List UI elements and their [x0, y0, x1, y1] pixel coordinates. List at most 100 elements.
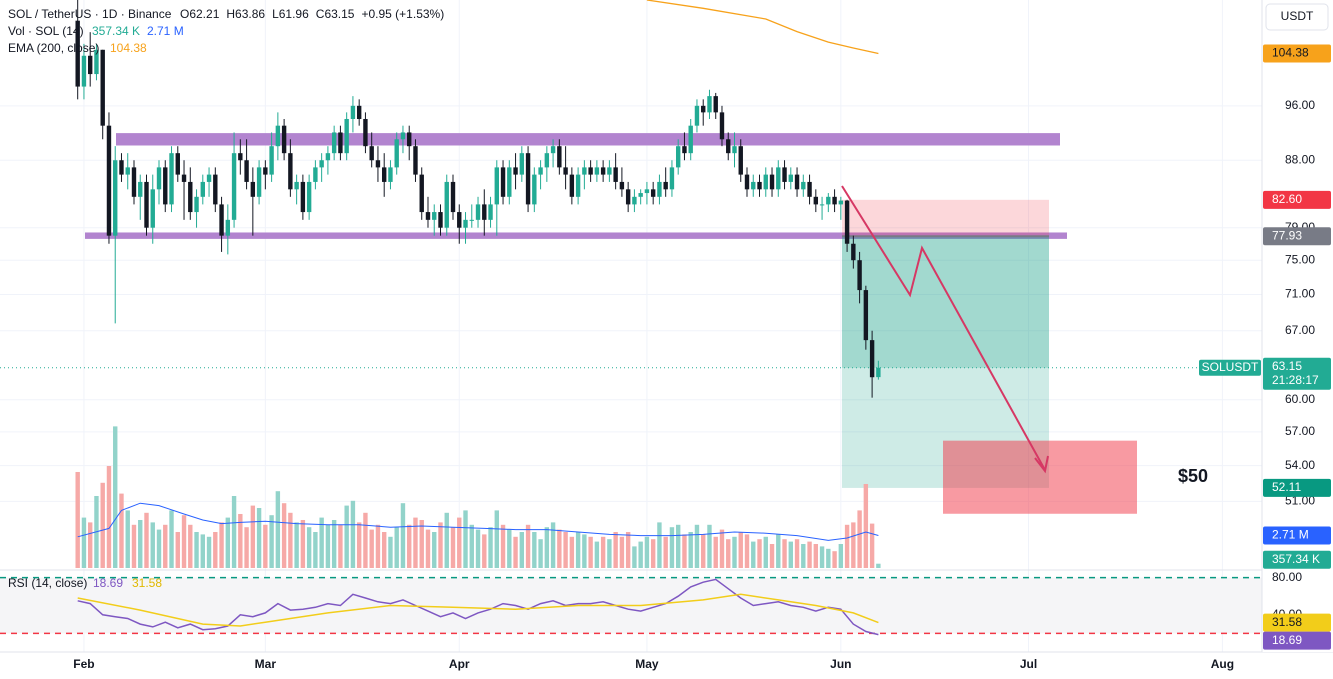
- volume-bar: [751, 541, 756, 568]
- candle-body: [757, 181, 762, 190]
- legend-ema: EMA (200, close): [8, 41, 99, 55]
- volume-bar: [475, 529, 481, 568]
- rsi-ma-badge: [1263, 613, 1331, 632]
- volume-bar: [106, 465, 112, 568]
- candle-body: [432, 212, 437, 220]
- candle-body: [100, 49, 105, 126]
- candle-body: [231, 153, 237, 220]
- volume-bar: [713, 536, 718, 568]
- volume-bar: [663, 536, 668, 568]
- volume-bar: [407, 524, 412, 568]
- rsi-ma-badge-label: 31.58: [1272, 615, 1302, 629]
- candle-body: [407, 132, 412, 147]
- candle-body: [763, 174, 768, 190]
- candle-body: [613, 167, 618, 182]
- currency-button[interactable]: [1265, 3, 1329, 31]
- volume-bar: [488, 527, 493, 568]
- y-tick-label: 96.00: [1285, 98, 1315, 112]
- volume-bar: [81, 517, 87, 568]
- entry-badge-label: 77.93: [1272, 228, 1302, 242]
- candles: [75, 0, 881, 398]
- candle-body: [219, 204, 224, 236]
- candle-body: [344, 118, 349, 154]
- volume-bar: [294, 522, 299, 568]
- candle-body: [300, 181, 306, 213]
- candle-body: [826, 196, 831, 205]
- x-tick-label: May: [635, 657, 659, 671]
- volume-bar: [363, 512, 368, 568]
- rsi-pane: [0, 576, 1333, 635]
- candle-body: [175, 153, 180, 175]
- volume-bar: [763, 536, 768, 568]
- volume: [75, 426, 881, 568]
- candle-body: [682, 146, 687, 154]
- candle-body: [250, 181, 256, 197]
- candle-body: [569, 174, 575, 197]
- x-tick-label: Apr: [449, 657, 470, 671]
- volume-bar: [75, 471, 80, 568]
- volume-bar: [757, 539, 762, 568]
- volume-bar: [194, 531, 199, 568]
- volume-bar: [231, 495, 237, 568]
- legend-rsi-value: 18.69: [93, 576, 123, 590]
- candle-body: [713, 96, 718, 113]
- ema-line: [646, 0, 879, 55]
- volume-bar: [525, 524, 531, 568]
- candle-body: [519, 153, 525, 175]
- last-price-badge-label: 63.15: [1272, 359, 1302, 373]
- candle-body: [675, 146, 681, 168]
- volume-bar: [325, 524, 331, 568]
- drawings: [0, 133, 1262, 514]
- rsi-badge-label: 18.69: [1272, 633, 1302, 647]
- legend-volume: Vol · SOL (14): [8, 24, 84, 38]
- volume-bar: [250, 505, 256, 568]
- candle-body: [869, 340, 875, 378]
- candle-body: [181, 174, 187, 182]
- volume-bar: [701, 534, 706, 568]
- volume-bar: [688, 531, 693, 568]
- volume-bar: [150, 522, 155, 568]
- x-tick-label: Jul: [1020, 657, 1037, 671]
- candle-body: [550, 146, 556, 154]
- volume-bar: [582, 534, 587, 568]
- volume-bar: [857, 510, 862, 568]
- volume-bar: [532, 531, 537, 568]
- indicator-lines: [77, 0, 879, 636]
- candle-body: [188, 181, 193, 213]
- candle-body: [500, 167, 506, 197]
- candle-body: [563, 167, 568, 175]
- candle-body: [413, 146, 418, 175]
- candle-body: [538, 167, 543, 175]
- volume-bar: [500, 524, 506, 568]
- stop-area: [842, 199, 1049, 237]
- volume-bar: [300, 519, 306, 568]
- candle-body: [694, 105, 700, 126]
- candle-body: [381, 167, 387, 182]
- volume-bar: [381, 531, 387, 568]
- volume-bar: [744, 534, 750, 568]
- volume-bar: [813, 543, 819, 568]
- volume-bar: [256, 507, 262, 568]
- x-tick-label: Aug: [1211, 657, 1234, 671]
- currency-label[interactable]: USDT: [1281, 9, 1314, 23]
- vol-ma-badge-label: 2.71 M: [1272, 528, 1309, 542]
- volume-bar: [213, 531, 218, 568]
- candle-body: [275, 125, 281, 147]
- volume-bar: [269, 515, 274, 568]
- volume-bar: [650, 539, 656, 568]
- candle-body: [619, 181, 625, 190]
- volume-bar: [588, 536, 593, 568]
- candle-body: [819, 204, 825, 206]
- volume-bar: [375, 524, 381, 568]
- candle-body: [319, 160, 324, 168]
- volume-bar: [807, 541, 812, 568]
- volume-bar: [776, 534, 781, 568]
- volume-bar: [400, 503, 406, 568]
- volume-bar: [125, 510, 130, 568]
- volume-bar: [238, 513, 243, 568]
- volume-bar: [463, 510, 468, 568]
- volume-bar: [169, 510, 174, 568]
- candle-body: [81, 55, 87, 87]
- candle-body: [457, 212, 462, 228]
- candle-body: [669, 167, 675, 190]
